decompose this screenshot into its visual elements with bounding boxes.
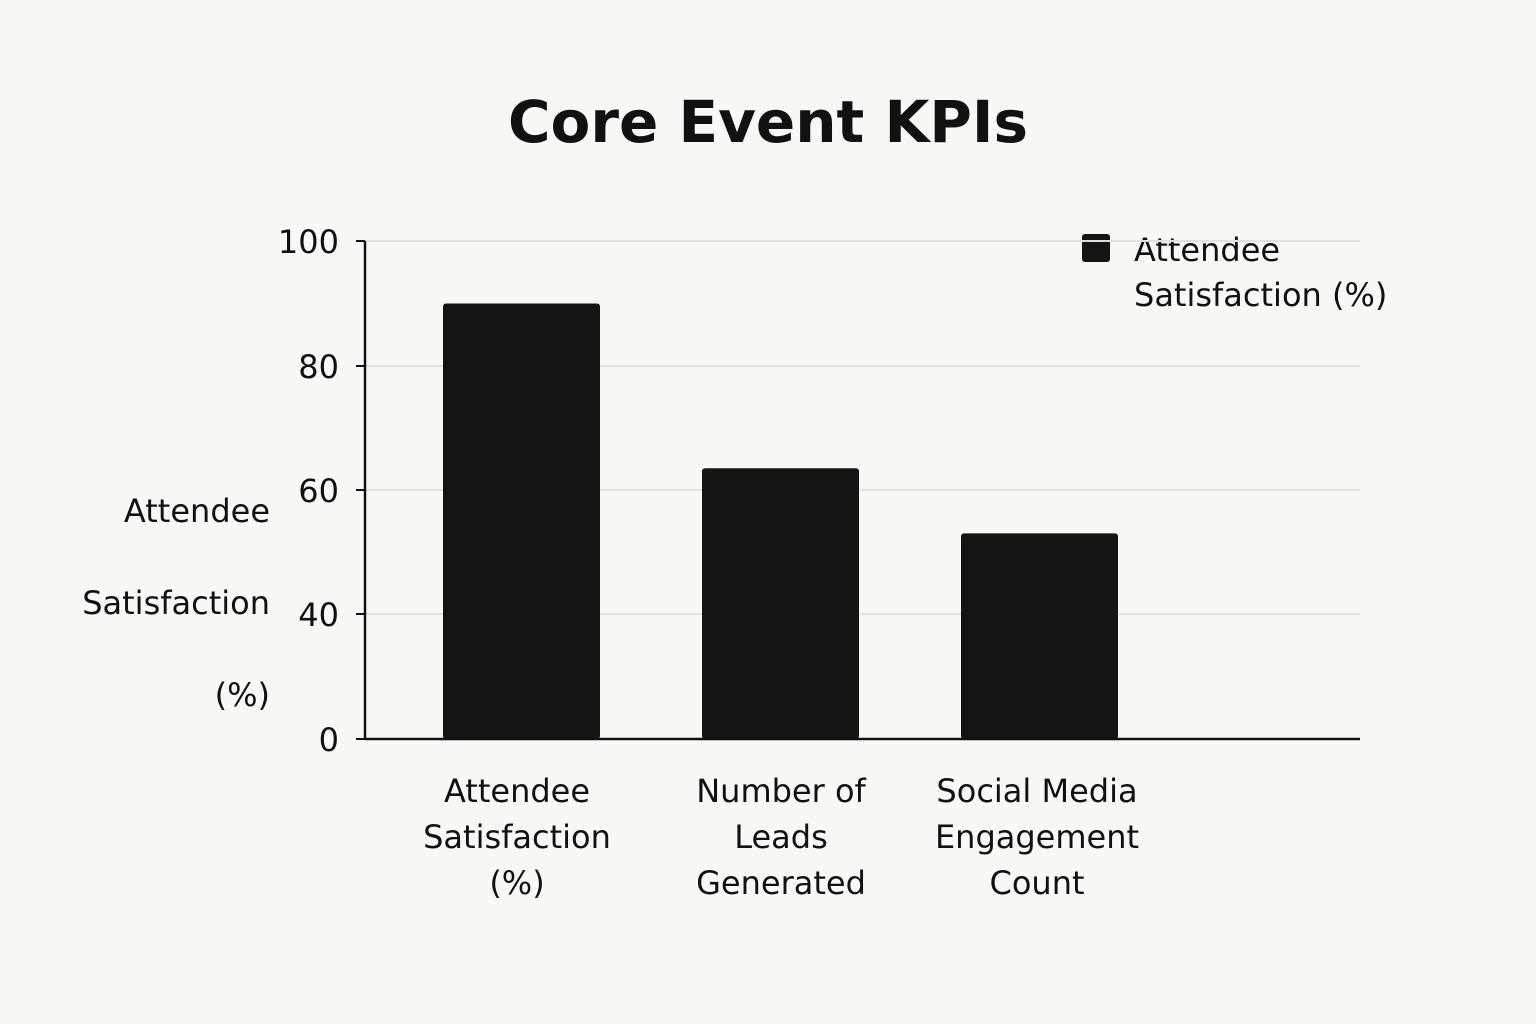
y-tick-label: 40: [298, 596, 339, 634]
y-axis-label: Attendee Satisfaction (%): [40, 442, 270, 764]
y-tick-label: 100: [278, 223, 339, 261]
bar: [702, 468, 859, 739]
x-tick-label: Number of Leads Generated: [651, 768, 911, 906]
y-axis-label-line: Attendee: [123, 492, 270, 530]
bar: [443, 303, 600, 739]
x-tick-label-line: Engagement: [934, 818, 1140, 856]
legend: Attendee Satisfaction (%): [1082, 228, 1414, 318]
x-tick-label-line: Social Media: [936, 772, 1138, 810]
x-tick-label-line: Generated: [696, 864, 866, 902]
y-tick-label: 80: [298, 348, 339, 386]
x-tick-label: Attendee Satisfaction (%): [387, 768, 647, 906]
y-tick-label: 60: [298, 472, 339, 510]
x-tick-label-line: Leads: [734, 818, 828, 856]
x-tick-label-line: Count: [989, 864, 1085, 902]
y-axis-label-line: (%): [214, 676, 270, 714]
x-tick-label-line: Satisfaction: [423, 818, 611, 856]
legend-swatch: [1082, 234, 1110, 262]
bar: [961, 533, 1118, 739]
y-axis-label-line: Satisfaction: [82, 584, 270, 622]
y-tick-label: 0: [319, 721, 339, 759]
x-tick-label-line: (%): [489, 864, 545, 902]
legend-label: Attendee Satisfaction (%): [1134, 231, 1388, 314]
x-tick-label-line: Number of: [696, 772, 866, 810]
x-tick-label: Social Media Engagement Count: [907, 768, 1167, 906]
chart-title: Core Event KPIs: [507, 88, 1029, 156]
x-tick-label-line: Attendee: [443, 772, 591, 810]
